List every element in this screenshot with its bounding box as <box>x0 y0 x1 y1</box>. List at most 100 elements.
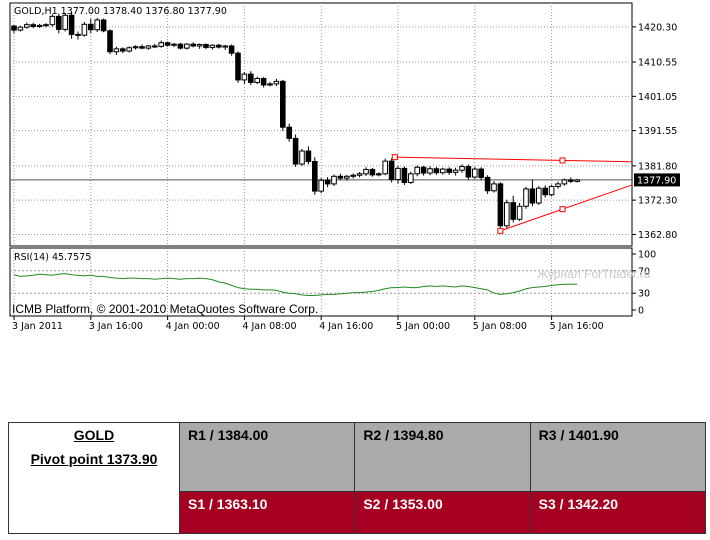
candle <box>260 77 267 88</box>
candle-body-bull <box>459 166 465 171</box>
s1-label: S1 / 1363.10 <box>188 495 268 512</box>
candle <box>350 173 356 179</box>
candle-body-bull <box>574 179 581 182</box>
candle-body-bull <box>318 179 324 192</box>
candle <box>491 181 497 193</box>
candle-body-bull <box>523 188 529 207</box>
candle <box>523 186 529 209</box>
candle <box>324 177 331 188</box>
candle <box>254 76 260 85</box>
candle-body-bear <box>100 19 107 32</box>
time-tick-label: 5 Jan 08:00 <box>473 321 527 332</box>
symbol-cell: GOLD Pivot point 1373.90 <box>8 422 180 534</box>
candle-body-bear <box>280 80 286 128</box>
candle-body-bull <box>113 48 120 53</box>
site-watermark: Журнал ForTrader.ru <box>537 267 650 281</box>
candle-body-bear <box>433 168 440 174</box>
s2-cell: S2 / 1353.00 <box>354 490 531 535</box>
candle-body-bull <box>548 185 555 196</box>
candle <box>222 44 228 50</box>
candle <box>312 157 318 195</box>
candle-body-bear <box>235 52 241 81</box>
price-chart: 1420.30 1410.55 1401.05 1391.55 1381.80 1372.… <box>9 2 680 332</box>
candle <box>440 167 446 175</box>
candle-body-bull <box>171 43 177 46</box>
candle-body-bear <box>177 43 184 49</box>
candle-body-bull <box>17 26 24 31</box>
candle-body-bear <box>337 175 344 179</box>
candle-body-bear <box>446 168 452 173</box>
trend-line-anchor <box>391 154 398 161</box>
chart-title: GOLD,H1 1377.00 1378.40 1376.80 1377.90 <box>14 6 227 17</box>
r2-label: R2 / 1394.80 <box>363 427 444 443</box>
candle <box>472 166 478 179</box>
price-tick-label: 1420.30 <box>638 22 677 33</box>
candle <box>68 12 75 39</box>
price-tick-label: 1372.30 <box>638 196 677 207</box>
candle-body-bear <box>203 44 209 48</box>
candle <box>113 46 120 55</box>
candle-body-bear <box>88 23 94 31</box>
candle <box>235 51 241 83</box>
candle <box>401 166 408 185</box>
chart-canvas: 1420.30 1410.55 1401.05 1391.55 1381.80 1372.… <box>9 2 680 332</box>
pivot-point: Pivot point 1373.90 <box>30 451 158 467</box>
candle-body-bull <box>452 169 459 173</box>
candle <box>446 167 452 175</box>
candle <box>369 168 376 177</box>
candle-body-bear <box>324 179 331 185</box>
candle-body-bull <box>427 168 433 174</box>
candle <box>408 171 414 184</box>
trend-line-anchor <box>559 157 566 164</box>
r1-label: R1 / 1384.00 <box>188 427 269 443</box>
rsi-line <box>13 273 578 296</box>
candle <box>305 146 312 165</box>
candle-body-bull <box>273 80 280 85</box>
r3-cell: R3 / 1401.90 <box>529 422 707 492</box>
candle-body-bear <box>190 43 196 47</box>
candle-body-bear <box>11 25 17 31</box>
candle-body-bull <box>504 202 510 227</box>
candle-body-bear <box>152 45 158 48</box>
candle <box>536 186 542 205</box>
candle <box>510 195 516 223</box>
time-tick-label: 4 Jan 08:00 <box>242 321 296 332</box>
candle <box>388 158 395 183</box>
candle <box>318 178 324 194</box>
symbol-name: GOLD <box>73 427 115 443</box>
candle-body-bear <box>510 202 516 220</box>
candle-body-bear <box>388 160 395 181</box>
candle <box>24 22 30 29</box>
candle <box>164 41 171 47</box>
candle-body-bear <box>465 166 472 178</box>
candle <box>542 185 549 198</box>
candle <box>267 82 273 87</box>
candle-body-bear <box>369 168 376 176</box>
candle-body-bear <box>248 73 254 83</box>
price-tick-label: 1381.80 <box>638 161 677 172</box>
candle <box>561 178 568 186</box>
candle <box>43 23 49 28</box>
candle-body-bull <box>350 174 356 177</box>
current-price-label: 1377.90 <box>637 175 676 186</box>
candle <box>56 13 62 34</box>
price-axis: 1420.30 1410.55 1401.05 1391.55 1381.80 1372.… <box>632 22 680 241</box>
candle <box>376 172 382 177</box>
candle-body-bull <box>94 19 101 31</box>
candle-body-bull <box>222 45 228 48</box>
candle <box>190 42 196 48</box>
candle-body-bull <box>81 23 88 36</box>
rsi-axis: 100 70 30 0 <box>632 250 656 317</box>
candle-body-bull <box>516 205 523 220</box>
candle <box>484 175 491 195</box>
candle-body-bear <box>120 48 126 52</box>
candle-body-bear <box>260 77 267 86</box>
time-axis: 3 Jan 2011 3 Jan 16:00 4 Jan 00:00 4 Jan 08… <box>12 316 604 332</box>
time-tick-label: 4 Jan 00:00 <box>166 321 220 332</box>
r3-label: R3 / 1401.90 <box>538 427 619 443</box>
candle <box>395 165 401 184</box>
candle-body-bear <box>401 167 408 183</box>
candle <box>145 44 152 50</box>
candle-body-bull <box>344 175 350 179</box>
trend-line-anchor <box>559 206 566 213</box>
